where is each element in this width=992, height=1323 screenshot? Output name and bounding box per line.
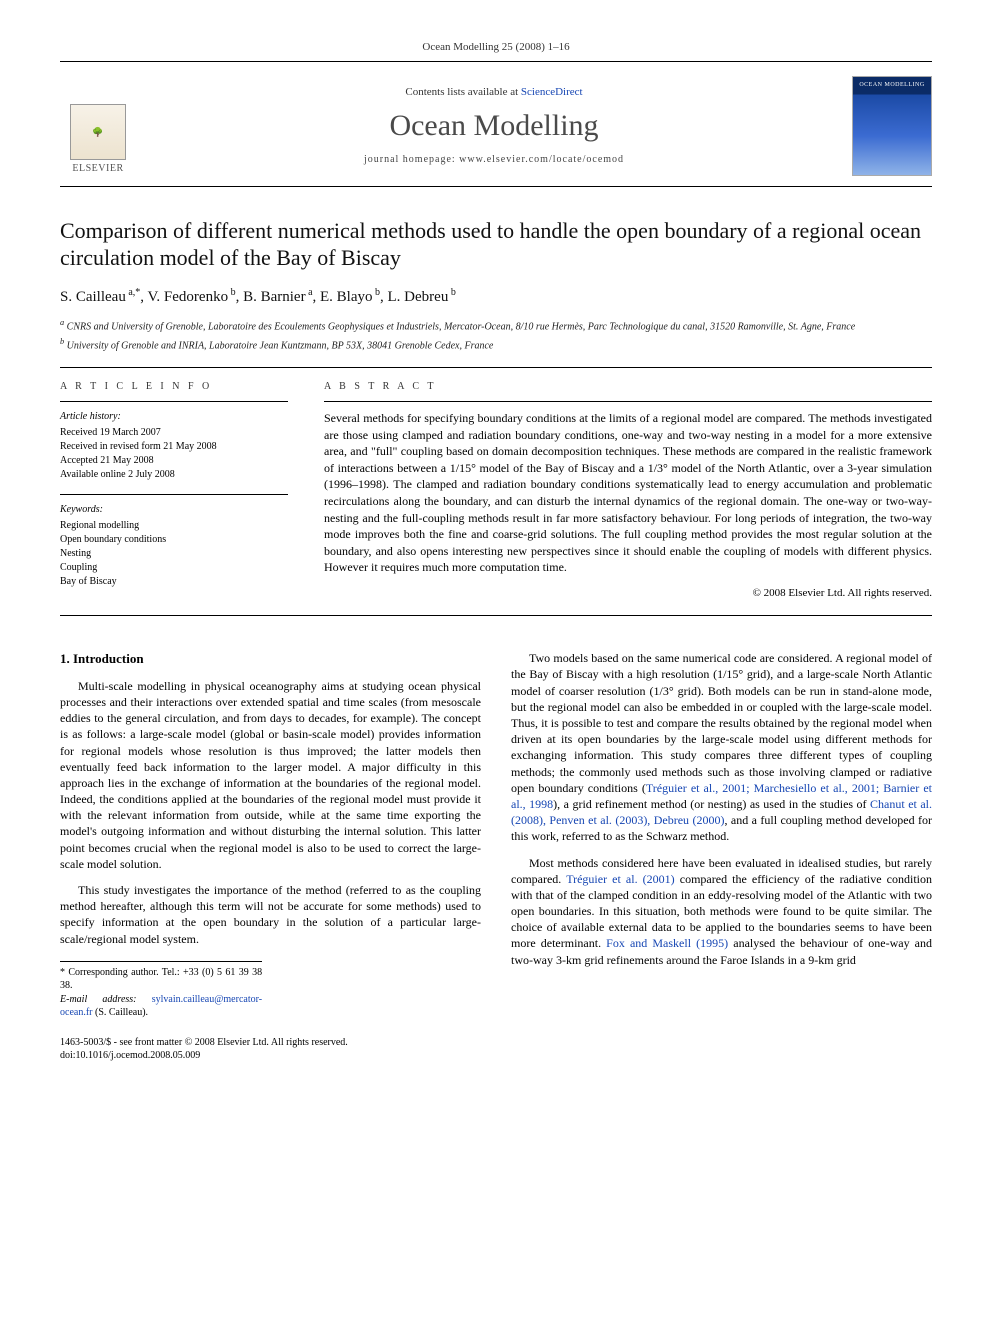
affiliation-text: University of Grenoble and INRIA, Labora…: [67, 340, 494, 351]
author-list: S. Cailleau a,*, V. Fedorenko b, B. Barn…: [60, 286, 932, 307]
email-suffix: (S. Cailleau).: [92, 1007, 148, 1018]
history-line: Received 19 March 2007: [60, 426, 288, 440]
history-line: Received in revised form 21 May 2008: [60, 440, 288, 454]
keyword: Coupling: [60, 561, 288, 575]
paragraph: Two models based on the same numerical c…: [511, 650, 932, 844]
corresponding-author: * Corresponding author. Tel.: +33 (0) 5 …: [60, 966, 262, 993]
journal-homepage: journal homepage: www.elsevier.com/locat…: [364, 153, 624, 167]
abstract-rule: [324, 401, 932, 402]
keyword: Regional modelling: [60, 519, 288, 533]
paragraph: Most methods considered here have been e…: [511, 855, 932, 968]
info-rule: [60, 494, 288, 495]
keywords-label: Keywords:: [60, 503, 288, 517]
keyword: Open boundary conditions: [60, 533, 288, 547]
masthead: 🌳 ELSEVIER Contents lists available at S…: [60, 62, 932, 187]
paragraph: Multi-scale modelling in physical oceano…: [60, 678, 481, 872]
running-head-citation: Ocean Modelling 25 (2008) 1–16: [60, 40, 932, 55]
footnotes: * Corresponding author. Tel.: +33 (0) 5 …: [60, 961, 262, 1020]
affiliation-text: CNRS and University of Grenoble, Laborat…: [67, 321, 855, 332]
email-line: E-mail address: sylvain.cailleau@mercato…: [60, 993, 262, 1020]
author: V. Fedorenko: [148, 289, 229, 305]
author-mark: b: [373, 287, 381, 298]
publisher-logo: 🌳 ELSEVIER: [60, 76, 136, 176]
abstract-copyright: © 2008 Elsevier Ltd. All rights reserved…: [324, 586, 932, 601]
section-rule: [60, 367, 932, 368]
citation-link[interactable]: Tréguier et al. (2001): [566, 872, 674, 886]
keyword: Nesting: [60, 547, 288, 561]
journal-cover-thumbnail: OCEAN MODELLING: [852, 76, 932, 176]
author: B. Barnier: [243, 289, 305, 305]
info-abstract-row: A R T I C L E I N F O Article history: R…: [60, 380, 932, 617]
keywords-block: Keywords: Regional modelling Open bounda…: [60, 503, 288, 589]
article-info-heading: A R T I C L E I N F O: [60, 380, 288, 394]
journal-title: Ocean Modelling: [389, 106, 598, 147]
abstract-heading: A B S T R A C T: [324, 380, 932, 394]
homepage-url: www.elsevier.com/locate/ocemod: [459, 154, 624, 165]
history-line: Accepted 21 May 2008: [60, 454, 288, 468]
doi-line: doi:10.1016/j.ocemod.2008.05.009: [60, 1049, 348, 1063]
article-history: Article history: Received 19 March 2007 …: [60, 410, 288, 482]
paragraph: This study investigates the importance o…: [60, 882, 481, 947]
abstract-text: Several methods for specifying boundary …: [324, 410, 932, 575]
footer-left: 1463-5003/$ - see front matter © 2008 El…: [60, 1036, 348, 1063]
contents-available: Contents lists available at ScienceDirec…: [405, 85, 582, 100]
sciencedirect-link[interactable]: ScienceDirect: [521, 86, 583, 98]
citation-link[interactable]: Fox and Maskell (1995): [606, 936, 728, 950]
author: L. Debreu: [388, 289, 449, 305]
elsevier-tree-icon: 🌳: [70, 104, 126, 160]
author-mark: a: [306, 287, 313, 298]
info-rule: [60, 401, 288, 402]
contents-prefix: Contents lists available at: [405, 86, 520, 98]
affiliation-b: b University of Grenoble and INRIA, Labo…: [60, 336, 932, 353]
author-mark: b: [448, 287, 456, 298]
history-line: Available online 2 July 2008: [60, 468, 288, 482]
text-run: Two models based on the same numerical c…: [511, 651, 932, 795]
author-mark: a,*: [126, 287, 140, 298]
article-info-column: A R T I C L E I N F O Article history: R…: [60, 380, 288, 602]
section-heading: 1. Introduction: [60, 650, 481, 668]
masthead-center: Contents lists available at ScienceDirec…: [150, 76, 838, 176]
homepage-label: journal homepage:: [364, 154, 459, 165]
body-text: 1. Introduction Multi-scale modelling in…: [60, 650, 932, 1020]
history-label: Article history:: [60, 410, 288, 424]
article-title: Comparison of different numerical method…: [60, 217, 932, 272]
text-run: ), a grid refinement method (or nesting)…: [553, 797, 870, 811]
front-matter-line: 1463-5003/$ - see front matter © 2008 El…: [60, 1036, 348, 1050]
author-mark: b: [228, 287, 236, 298]
publisher-name: ELSEVIER: [72, 162, 123, 176]
author: E. Blayo: [320, 289, 373, 305]
cover-label: OCEAN MODELLING: [853, 81, 931, 89]
affiliation-a: a CNRS and University of Grenoble, Labor…: [60, 317, 932, 334]
abstract-column: A B S T R A C T Several methods for spec…: [324, 380, 932, 602]
author: S. Cailleau: [60, 289, 126, 305]
email-label: E-mail address:: [60, 994, 152, 1005]
keyword: Bay of Biscay: [60, 575, 288, 589]
page-footer: 1463-5003/$ - see front matter © 2008 El…: [60, 1036, 932, 1063]
